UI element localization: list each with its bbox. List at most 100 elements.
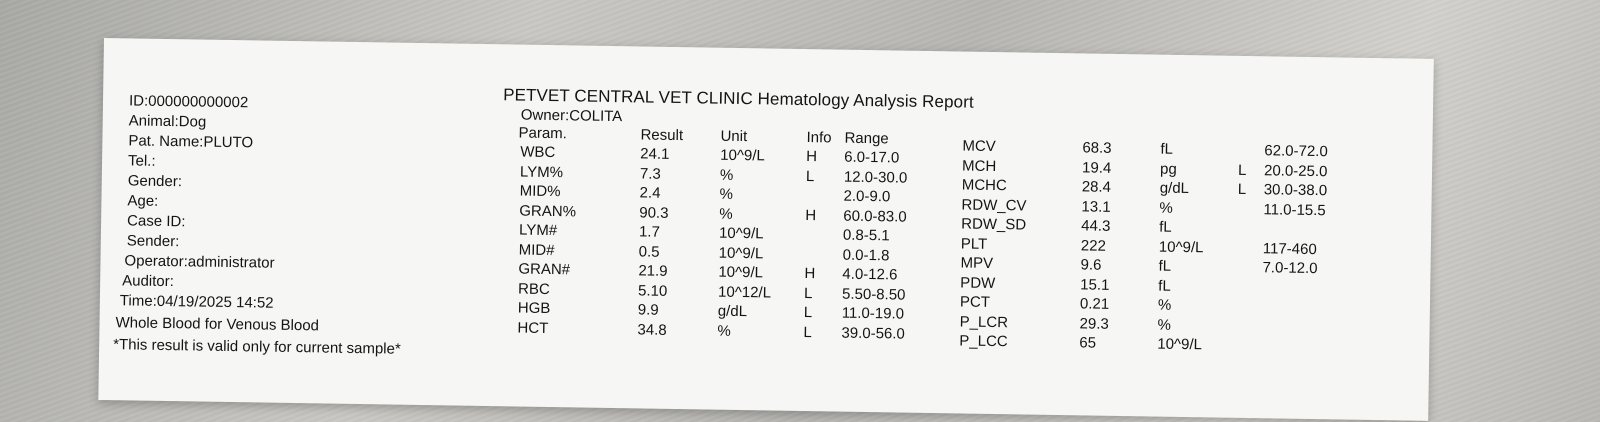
patient-age: Age:	[127, 192, 159, 210]
cell-param: PCT	[959, 293, 991, 311]
cell-range: 2.0-9.0	[843, 187, 891, 206]
cell-param: GRAN%	[519, 202, 577, 220]
primary-row-hct: HCT 34.8% L 39.0-56.0	[104, 38, 1434, 342]
cell-result: 21.9	[638, 262, 668, 280]
cell-range: 7.0-12.0	[1262, 259, 1318, 278]
cell-result: 13.1	[1081, 197, 1111, 216]
patient-gender: Gender:	[127, 172, 183, 191]
secondary-row-p-lcc: P_LCC 65 10^9/L	[104, 38, 1434, 353]
cell-unit: 10^9/L	[718, 263, 764, 282]
cell-param: WBC	[520, 143, 556, 162]
header-info: Info	[806, 129, 832, 147]
cell-result: 44.3	[1081, 217, 1111, 235]
cell-info: L	[803, 323, 812, 341]
cell-param: GRAN#	[518, 260, 571, 279]
header-unit: Unit	[720, 127, 748, 146]
cell-result: 15.1	[1080, 275, 1110, 294]
header-param: Param.	[518, 124, 568, 143]
cell-unit: %	[719, 185, 734, 203]
primary-row-gran-: GRAN% 90.3% H 60.0-83.0	[104, 38, 1434, 225]
cell-range: 11.0-19.0	[841, 304, 905, 323]
secondary-row-pdw: PDW 15.1 fL	[104, 38, 1434, 294]
cell-result: 24.1	[640, 145, 670, 163]
results-table-secondary: MCV 68.3 fL 62.0-72.0 MCH 19.4 pg L 20.0-25.0 MCH…	[104, 38, 1434, 353]
secondary-row-mcv: MCV 68.3 fL 62.0-72.0	[104, 38, 1434, 160]
cell-unit: %	[1159, 199, 1173, 217]
patient-id: ID:000000000002	[128, 92, 249, 112]
cell-unit: fL	[1160, 140, 1174, 158]
primary-row-lym-: LYM# 1.7 10^9/L 0.8-5.1	[104, 38, 1434, 245]
cell-unit: fL	[1159, 218, 1172, 236]
primary-row-hgb: HGB 9.9 g/dL L 11.0-19.0	[104, 38, 1434, 323]
cell-param: LYM#	[518, 221, 558, 240]
cell-unit: 10^9/L	[718, 224, 764, 243]
cell-param: P_LCR	[959, 312, 1009, 331]
cell-param: PDW	[960, 273, 996, 292]
cell-info: H	[804, 265, 816, 283]
cell-param: RDW_SD	[961, 215, 1027, 234]
cell-range: 0.8-5.1	[842, 226, 890, 245]
cell-unit: %	[717, 322, 731, 340]
cell-result: 0.5	[638, 242, 660, 261]
cell-result: 29.3	[1079, 314, 1109, 333]
cell-info: L	[803, 284, 813, 302]
cell-result: 65	[1079, 334, 1097, 352]
cell-range: 4.0-12.6	[842, 265, 898, 284]
header-range: Range	[844, 129, 889, 148]
cell-range: 30.0-38.0	[1263, 181, 1328, 200]
cell-range: 0.0-1.8	[842, 246, 890, 264]
cell-unit: %	[719, 166, 734, 184]
cell-unit: pg	[1159, 160, 1177, 178]
primary-row-mid-: MID% 2.4% 2.0-9.0	[104, 38, 1434, 206]
results-table-primary: WBC 24.1 10^9/L H 6.0-17.0 LYM% 7.3% L 12.0-30.0…	[104, 38, 1434, 343]
cell-result: 0.21	[1079, 295, 1110, 313]
cell-unit: g/dL	[1159, 179, 1190, 198]
cell-unit: 10^12/L	[717, 283, 772, 302]
cell-unit: 10^9/L	[1158, 238, 1204, 256]
cell-param: PLT	[960, 234, 988, 253]
cell-unit: %	[1157, 296, 1172, 314]
cell-result: 9.6	[1080, 256, 1102, 274]
cell-unit: g/dL	[717, 302, 748, 321]
cell-result: 19.4	[1081, 158, 1112, 177]
patient-name: Pat. Name:PLUTO	[128, 132, 254, 152]
cell-param: RDW_CV	[961, 195, 1027, 215]
cell-range: 20.0-25.0	[1263, 161, 1328, 180]
cell-result: 2.4	[639, 184, 661, 202]
cell-info: L	[1237, 180, 1247, 198]
cell-result: 9.9	[637, 301, 659, 319]
cell-range: 39.0-56.0	[841, 324, 905, 343]
cell-result: 1.7	[638, 223, 661, 241]
cell-result: 5.10	[637, 281, 668, 300]
cell-unit: 10^9/L	[720, 146, 765, 165]
secondary-row-mchc: MCHC 28.4 g/dL L 30.0-38.0	[104, 38, 1434, 199]
cell-result: 68.3	[1082, 139, 1112, 157]
primary-row-gran-: GRAN# 21.9 10^9/L H 4.0-12.6	[104, 38, 1434, 284]
secondary-row-rdw-cv: RDW_CV 13.1% 11.0-15.5	[104, 38, 1434, 219]
cell-range: 117-460	[1262, 239, 1317, 258]
cell-unit: %	[1157, 316, 1172, 334]
cell-param: LYM%	[519, 163, 564, 181]
secondary-row-mch: MCH 19.4 pg L 20.0-25.0	[104, 38, 1434, 180]
cell-range: 6.0-17.0	[844, 148, 900, 167]
cell-param: MID%	[519, 182, 561, 201]
cell-info: L	[805, 167, 815, 185]
primary-row-lym-: LYM% 7.3% L 12.0-30.0	[104, 38, 1434, 186]
secondary-row-mpv: MPV 9.6 fL 7.0-12.0	[104, 38, 1434, 277]
patient-auditor: Auditor:	[122, 272, 175, 291]
cell-range: 12.0-30.0	[843, 168, 908, 187]
cell-result: 7.3	[639, 164, 661, 183]
cell-result: 222	[1080, 236, 1107, 255]
header-result: Result	[640, 126, 684, 145]
cell-param: HCT	[517, 319, 549, 337]
cell-info: H	[806, 148, 818, 166]
cell-info: H	[805, 206, 817, 224]
cell-param: MCH	[961, 156, 997, 175]
cell-result: 28.4	[1081, 178, 1112, 196]
cell-range: 60.0-83.0	[843, 207, 907, 226]
cell-range: 62.0-72.0	[1264, 142, 1328, 161]
primary-row-mid-: MID# 0.5 10^9/L 0.0-1.8	[104, 38, 1434, 264]
secondary-row-rdw-sd: RDW_SD 44.3 fL	[104, 38, 1434, 235]
secondary-row-p-lcr: P_LCR 29.3%	[104, 38, 1434, 333]
primary-row-rbc: RBC 5.10 10^12/L L 5.50-8.50	[104, 38, 1434, 303]
